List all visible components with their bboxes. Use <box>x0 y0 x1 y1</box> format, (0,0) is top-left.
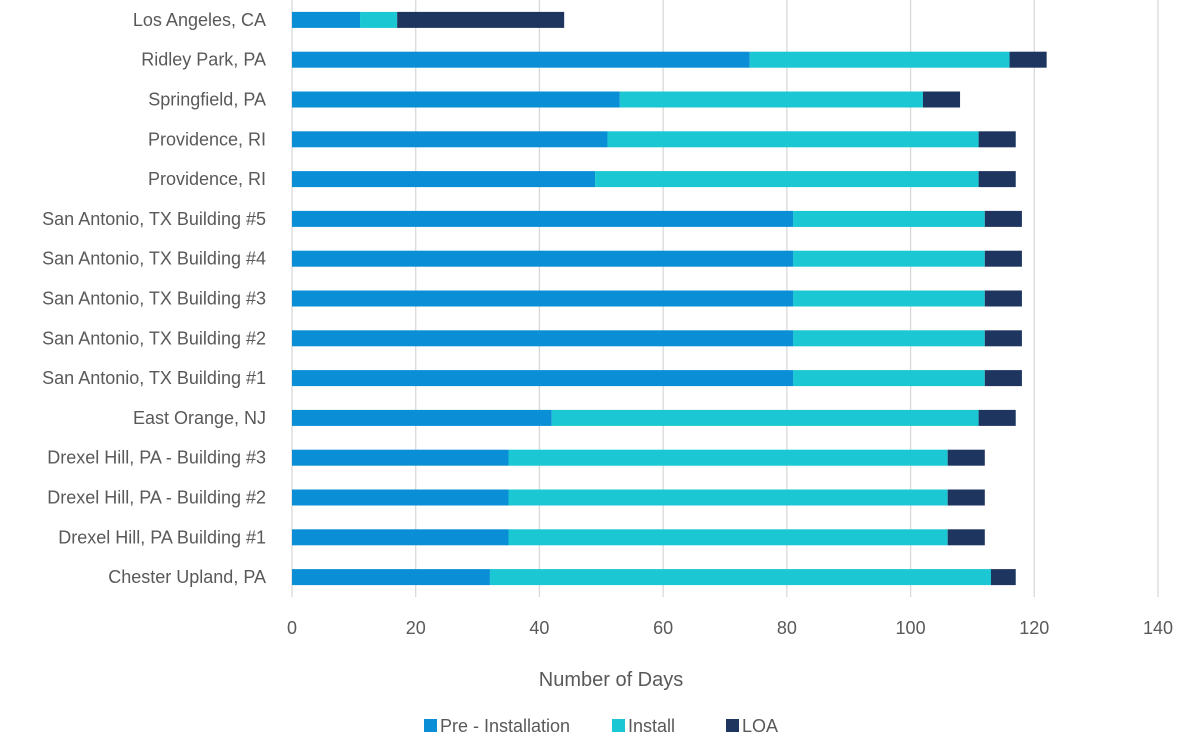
bar-segment-install <box>607 131 979 148</box>
x-tick-label: 20 <box>406 618 426 638</box>
bar-segment-pre-installation <box>292 51 750 68</box>
bar-segment-pre-installation <box>292 91 620 108</box>
category-label: Los Angeles, CA <box>133 10 266 30</box>
bar-segment-loa <box>984 250 1022 267</box>
bar-segment-install <box>793 250 985 267</box>
bar-segment-install <box>793 330 985 347</box>
bar-segment-pre-installation <box>292 210 794 227</box>
category-label: San Antonio, TX Building #4 <box>42 249 266 269</box>
bar-segment-install <box>551 409 979 426</box>
category-label: Providence, RI <box>148 169 266 189</box>
bar-segment-pre-installation <box>292 171 596 188</box>
bar-segment-loa <box>984 330 1022 347</box>
legend-label: LOA <box>742 716 778 736</box>
legend-swatch <box>424 719 437 732</box>
category-label: San Antonio, TX Building #3 <box>42 289 266 309</box>
category-label: Drexel Hill, PA - Building #3 <box>47 448 266 468</box>
bar-segment-pre-installation <box>292 11 361 28</box>
bar-segment-loa <box>947 529 985 546</box>
category-label: San Antonio, TX Building #1 <box>42 368 266 388</box>
x-tick-label: 0 <box>287 618 297 638</box>
bar-segment-pre-installation <box>292 409 552 426</box>
bar-segment-pre-installation <box>292 529 509 546</box>
category-labels: Los Angeles, CA Ridley Park, PA Springfiel… <box>42 10 266 587</box>
category-label: Providence, RI <box>148 129 266 149</box>
bar-segment-loa <box>978 409 1016 426</box>
bar-segment-pre-installation <box>292 330 794 347</box>
bar-segment-pre-installation <box>292 489 509 506</box>
category-label: Ridley Park, PA <box>141 50 266 70</box>
bar-segment-install <box>619 91 923 108</box>
bar-segment-loa <box>978 131 1016 148</box>
category-label: San Antonio, TX Building #5 <box>42 209 266 229</box>
category-label: Drexel Hill, PA Building #1 <box>58 527 266 547</box>
bar-segment-pre-installation <box>292 250 794 267</box>
category-label: East Orange, NJ <box>133 408 266 428</box>
bar-segment-install <box>508 449 948 466</box>
x-axis-ticks: 0 20 40 60 80 100 120 140 <box>287 618 1173 638</box>
legend: Pre - Installation Install LOA <box>424 716 778 736</box>
bar-segment-install <box>793 210 985 227</box>
legend-swatch <box>726 719 739 732</box>
bar-segment-install <box>793 370 985 387</box>
bar-segment-install <box>508 529 948 546</box>
x-tick-label: 60 <box>653 618 673 638</box>
bar-segment-loa <box>984 290 1022 307</box>
x-tick-label: 120 <box>1019 618 1049 638</box>
bar-segment-pre-installation <box>292 131 608 148</box>
legend-label: Install <box>628 716 675 736</box>
bar-segment-loa <box>978 171 1016 188</box>
bar-segment-install <box>749 51 1010 68</box>
x-tick-label: 140 <box>1143 618 1173 638</box>
category-label: Springfield, PA <box>148 90 266 110</box>
x-axis-title: Number of Days <box>539 669 684 691</box>
bar-segment-loa <box>947 449 985 466</box>
bar-segment-pre-installation <box>292 290 794 307</box>
x-tick-label: 100 <box>896 618 926 638</box>
bar-segment-loa <box>397 11 565 28</box>
category-label: Chester Upland, PA <box>108 567 266 587</box>
bar-segment-install <box>793 290 985 307</box>
legend-swatch <box>612 719 625 732</box>
bars <box>292 11 1047 586</box>
bar-segment-loa <box>1009 51 1047 68</box>
bar-segment-loa <box>922 91 961 108</box>
bar-segment-loa <box>947 489 985 506</box>
bar-segment-loa <box>990 569 1016 586</box>
category-label: San Antonio, TX Building #2 <box>42 328 266 348</box>
bar-segment-install <box>595 171 979 188</box>
x-tick-label: 80 <box>777 618 797 638</box>
bar-segment-install <box>489 569 991 586</box>
bar-segment-loa <box>984 210 1022 227</box>
bar-segment-pre-installation <box>292 569 490 586</box>
bar-segment-pre-installation <box>292 449 509 466</box>
bar-segment-install <box>508 489 948 506</box>
bar-segment-install <box>360 11 398 28</box>
category-label: Drexel Hill, PA - Building #2 <box>47 488 266 508</box>
legend-label: Pre - Installation <box>440 716 570 736</box>
x-tick-label: 40 <box>529 618 549 638</box>
bar-segment-pre-installation <box>292 370 794 387</box>
bar-segment-loa <box>984 370 1022 387</box>
